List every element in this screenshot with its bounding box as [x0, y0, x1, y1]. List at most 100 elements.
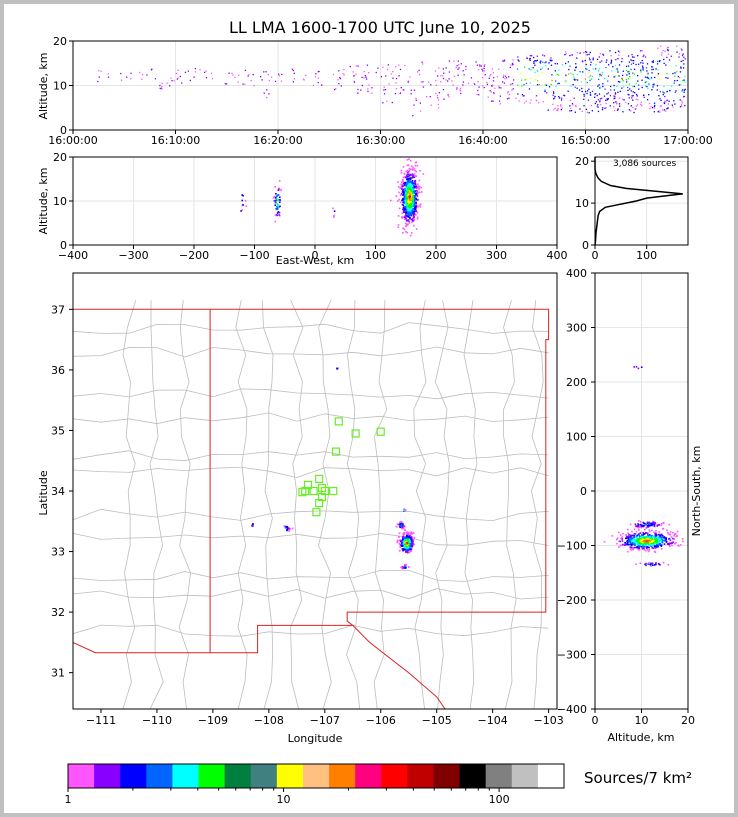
ew-height-source	[417, 206, 419, 208]
time-height-source	[585, 63, 587, 66]
time-height-source	[512, 59, 514, 61]
plan-view-source	[404, 551, 407, 553]
time-height-source	[640, 104, 643, 107]
height-ns-source	[611, 535, 614, 537]
time-height-source	[618, 51, 621, 53]
ew-height-source	[405, 201, 407, 203]
time-height-source	[177, 69, 179, 71]
time-height-source	[511, 89, 513, 91]
height-ns-source	[655, 546, 658, 549]
time-height-source	[426, 96, 428, 98]
time-height-source	[594, 96, 596, 98]
height-ns-source	[657, 541, 659, 543]
colorbar-frame	[67, 763, 565, 789]
time-height-source	[211, 78, 214, 80]
ew-height-source	[397, 215, 400, 217]
time-height-source	[268, 93, 270, 95]
plan-view-xtick-label: −109	[198, 714, 228, 727]
time-height-source	[607, 98, 609, 100]
time-height-source	[491, 100, 493, 102]
time-height-source	[179, 75, 181, 78]
plan-view-source	[404, 537, 407, 539]
time-height-source	[586, 111, 588, 113]
ew-height-source	[416, 211, 419, 214]
ew-height-source	[399, 187, 401, 189]
time-height-source	[627, 71, 629, 73]
ew-height-source	[405, 204, 408, 206]
ew-height-source	[407, 182, 410, 184]
time-height-source	[410, 93, 412, 95]
time-height-source	[250, 79, 252, 82]
height-ns-source	[645, 564, 647, 567]
time-height-source	[673, 100, 675, 102]
height-ns-source	[649, 537, 652, 540]
time-height-source	[504, 78, 506, 80]
time-height-source	[617, 69, 619, 71]
time-height-source	[517, 93, 519, 95]
time-height-source	[582, 61, 584, 63]
height-ns-source	[655, 532, 657, 534]
time-height-source	[535, 95, 538, 97]
ew-height-source	[409, 177, 412, 180]
height-ns-source	[634, 544, 636, 546]
time-height-source	[166, 82, 168, 84]
plan-view-source	[287, 527, 290, 530]
time-height-source	[596, 94, 598, 97]
time-height-source	[621, 79, 624, 81]
time-height-source	[567, 61, 569, 63]
time-height-source	[579, 71, 581, 73]
time-height-source	[679, 106, 682, 108]
ew-height-source	[407, 214, 410, 216]
ew-height-source	[405, 219, 408, 222]
ew-height-source	[410, 180, 413, 183]
height-ns-source	[651, 544, 653, 547]
time-height-source	[676, 51, 678, 53]
ew-height-source	[404, 214, 407, 217]
time-height-source	[387, 64, 389, 66]
time-height-source	[664, 100, 666, 102]
county-line	[235, 300, 248, 709]
time-height-source	[659, 111, 661, 113]
time-height-source	[465, 65, 467, 68]
time-height-source	[518, 100, 520, 102]
height-ns-source	[638, 534, 641, 537]
time-height-source	[422, 63, 424, 65]
time-height-source	[568, 73, 570, 75]
time-height-source	[625, 65, 628, 68]
height-ns-source	[641, 540, 643, 542]
time-height-source	[535, 60, 537, 62]
ew-height-source	[277, 189, 280, 191]
height-ns-source	[629, 543, 631, 546]
ew-height-source	[404, 218, 406, 220]
plan-view-source	[409, 544, 412, 547]
time-height-source	[368, 84, 370, 86]
alt-histogram-line	[594, 157, 683, 246]
time-height-source	[600, 103, 602, 106]
ew-height-source	[397, 186, 400, 188]
time-height-source	[253, 85, 255, 87]
time-height-source	[521, 85, 523, 87]
time-height-source	[508, 94, 511, 96]
time-height-source	[681, 100, 683, 102]
county-line	[73, 533, 549, 546]
height-ns-source	[643, 549, 646, 551]
time-height-source	[98, 69, 100, 72]
time-height-source	[639, 50, 642, 52]
time-height-source	[601, 71, 603, 74]
time-height-source	[225, 83, 228, 85]
time-height-source	[303, 79, 305, 81]
height-ns-source	[667, 533, 670, 535]
time-height-source	[630, 68, 632, 71]
time-height-source	[544, 84, 547, 86]
plan-view-source	[413, 543, 415, 546]
source-count-annotation: 3,086 sources	[613, 159, 677, 169]
height-ns-source	[654, 564, 656, 566]
ew-height-source	[409, 206, 412, 208]
time-height-source	[652, 86, 654, 88]
time-height-source	[569, 65, 571, 67]
time-height-source	[518, 60, 520, 62]
time-height-source	[204, 71, 206, 73]
ew-height-source	[407, 209, 410, 211]
time-height-source	[572, 73, 574, 76]
height-ns-source	[633, 366, 635, 368]
